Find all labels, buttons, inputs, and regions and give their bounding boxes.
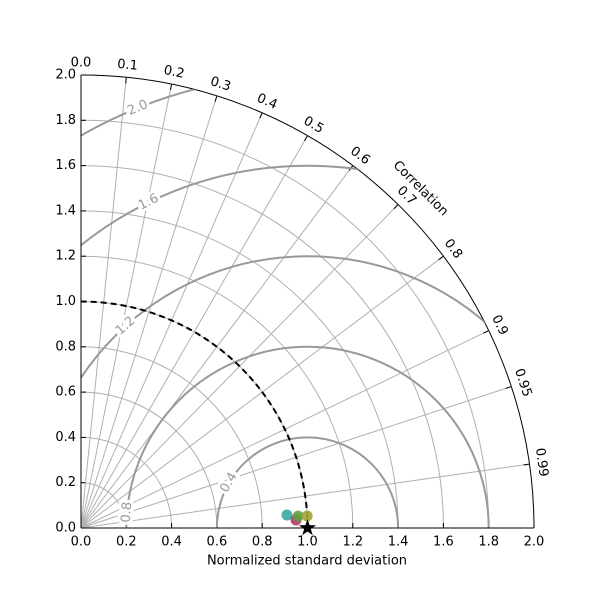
rms-contour-label: 1.6 [136, 191, 161, 214]
reference-arc [80, 300, 309, 529]
corr-tick [304, 135, 308, 142]
corr-tick-label: 0.3 [208, 74, 232, 95]
std-grid-arc [80, 165, 444, 529]
corr-tick-label: 0.2 [162, 63, 185, 82]
y-tick-label: 1.4 [55, 203, 76, 218]
x-tick-label: 0.0 [71, 535, 92, 550]
y-tick-label: 0.8 [55, 339, 76, 354]
y-tick-label: 2.0 [55, 68, 76, 83]
corr-tick [169, 84, 173, 91]
x-tick-label: 1.8 [478, 535, 499, 550]
corr-grid-line [80, 135, 308, 529]
corr-tick [125, 77, 127, 84]
y-tick-label: 0.2 [55, 475, 76, 490]
data-point [281, 509, 293, 521]
corr-tick-label: 0.9 [488, 313, 511, 338]
y-tick-label: 1.8 [55, 113, 76, 128]
corr-tick [438, 255, 444, 261]
corr-tick [393, 204, 399, 210]
corr-grid-line [80, 95, 218, 529]
x-tick-label: 0.8 [252, 535, 273, 550]
corr-tick-label: 0.95 [511, 367, 534, 399]
rms-contour-label: 0.4 [217, 470, 240, 495]
corr-tick [523, 463, 530, 466]
rms-contour [215, 436, 400, 528]
corr-tick [259, 112, 263, 119]
y-tick-label: 0.6 [55, 385, 76, 400]
corr-tick [214, 95, 218, 102]
x-tick-label: 0.6 [207, 535, 228, 550]
corr-tick-label: 0.1 [116, 57, 138, 74]
std-grid-arc [80, 119, 490, 529]
x-tick-label: 1.4 [388, 535, 409, 550]
rms-contour [81, 164, 534, 528]
y-tick-label: 1.6 [55, 158, 76, 173]
corr-tick [483, 330, 489, 334]
data-point [292, 510, 304, 522]
y-tick-label: 1.0 [55, 294, 76, 309]
std-grid-arc [80, 391, 218, 529]
x-tick-label: 1.2 [342, 535, 363, 550]
x-tick-label: 0.4 [161, 535, 182, 550]
std-grid-arc [80, 74, 535, 529]
rms-contour [125, 345, 490, 528]
std-grid-arc [80, 210, 399, 529]
corr-tick [505, 386, 512, 389]
corr-tick-label: 0.0 [71, 56, 92, 71]
x-tick-label: 1.6 [433, 535, 454, 550]
y-tick-label: 0.4 [55, 430, 76, 445]
corr-tick-label: 0.99 [532, 447, 551, 478]
corr-grid-line [80, 165, 354, 529]
std-grid-arc [80, 346, 263, 529]
std-grid-arc [80, 255, 354, 529]
x-tick-label: 1.0 [297, 535, 318, 550]
data-point [301, 510, 313, 522]
rms-contour-label: 2.0 [125, 97, 150, 119]
y-tick-label: 1.2 [55, 249, 76, 264]
x-tick-label: 2.0 [524, 535, 545, 550]
y-tick-label: 0.0 [55, 521, 76, 536]
corr-tick-label: 0.4 [255, 91, 280, 113]
rms-contour [81, 255, 534, 528]
reference-star [298, 519, 317, 536]
x-axis-label: Normalized standard deviation [207, 554, 407, 569]
x-tick-label: 0.2 [116, 535, 137, 550]
rms-contour-label: 0.8 [119, 501, 136, 523]
